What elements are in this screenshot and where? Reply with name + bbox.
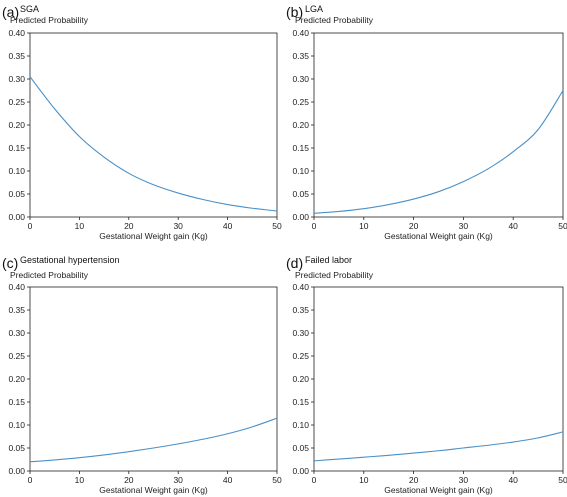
y-tick-label: 0.25 (8, 351, 25, 361)
x-axis-label: Gestational Weight gain (Kg) (384, 231, 493, 241)
panel-letter: (d) (286, 255, 303, 271)
y-tick-label: 0.35 (8, 305, 25, 315)
x-tick-label: 50 (558, 221, 567, 231)
x-axis-label: Gestational Weight gain (Kg) (99, 231, 208, 241)
y-tick-label: 0.30 (292, 74, 309, 84)
y-tick-label: 0.35 (8, 51, 25, 61)
y-tick-label: 0.40 (292, 282, 309, 292)
x-tick-label: 20 (409, 475, 419, 485)
panel-letter: (b) (286, 4, 303, 20)
x-tick-label: 10 (75, 221, 85, 231)
x-tick-label: 50 (558, 475, 567, 485)
panel-letter: (c) (2, 255, 18, 271)
y-tick-label: 0.25 (292, 97, 309, 107)
chart-title: Failed labor (305, 255, 352, 265)
x-tick-label: 40 (508, 475, 518, 485)
plot-frame (29, 32, 278, 218)
y-tick-label: 0.20 (292, 374, 309, 384)
x-tick-label: 20 (124, 475, 134, 485)
y-tick-label: 0.05 (8, 443, 25, 453)
x-axis-label: Gestational Weight gain (Kg) (99, 485, 208, 495)
series-line (29, 76, 278, 212)
y-tick-label: 0.30 (8, 328, 25, 338)
y-axis-label: Predicted Probability (295, 15, 374, 25)
y-tick-label: 0.25 (292, 351, 309, 361)
panel-letter: (a) (2, 4, 19, 20)
x-tick-label: 0 (28, 475, 33, 485)
y-tick-label: 0.05 (8, 189, 25, 199)
x-tick-label: 10 (359, 221, 369, 231)
y-tick-label: 0.00 (8, 466, 25, 476)
y-tick-label: 0.10 (8, 166, 25, 176)
x-tick-label: 40 (508, 221, 518, 231)
x-tick-label: 40 (223, 475, 233, 485)
chart-panel-4: (d) Failed labor Predicted Probability 0.00… (286, 255, 567, 495)
plot-frame (313, 32, 564, 218)
y-tick-label: 0.15 (292, 397, 309, 407)
chart-title: Gestational hypertension (20, 255, 120, 265)
y-tick-label: 0.40 (292, 28, 309, 38)
y-tick-label: 0.05 (292, 189, 309, 199)
y-tick-label: 0.35 (292, 305, 309, 315)
y-tick-label: 0.00 (292, 212, 309, 222)
x-tick-label: 30 (173, 221, 183, 231)
plot-frame (29, 286, 278, 472)
x-tick-label: 20 (409, 221, 419, 231)
y-tick-label: 0.35 (292, 51, 309, 61)
x-tick-label: 10 (75, 475, 85, 485)
y-axis-label: Predicted Probability (10, 270, 89, 280)
y-tick-label: 0.15 (8, 397, 25, 407)
chart-panel-3: (c) Gestational hypertension Predicted Pro… (2, 255, 282, 495)
y-axis-label: Predicted Probability (295, 270, 374, 280)
y-tick-label: 0.10 (8, 420, 25, 430)
x-tick-label: 30 (173, 475, 183, 485)
x-tick-label: 30 (459, 475, 469, 485)
x-axis-label: Gestational Weight gain (Kg) (384, 485, 493, 495)
x-tick-label: 10 (359, 475, 369, 485)
x-tick-label: 20 (124, 221, 134, 231)
x-tick-label: 30 (459, 221, 469, 231)
y-tick-label: 0.40 (8, 282, 25, 292)
x-tick-label: 50 (272, 475, 282, 485)
series-line (29, 417, 278, 463)
x-tick-label: 50 (272, 221, 282, 231)
y-tick-label: 0.30 (8, 74, 25, 84)
plot-frame (313, 286, 564, 472)
y-tick-label: 0.00 (8, 212, 25, 222)
chart-title: LGA (305, 4, 323, 14)
chart-title: SGA (20, 4, 39, 14)
y-tick-label: 0.40 (8, 28, 25, 38)
y-tick-label: 0.10 (292, 420, 309, 430)
x-tick-label: 0 (312, 475, 317, 485)
y-tick-label: 0.10 (292, 166, 309, 176)
x-tick-label: 0 (312, 221, 317, 231)
y-tick-label: 0.20 (8, 374, 25, 384)
y-tick-label: 0.15 (8, 143, 25, 153)
y-tick-label: 0.20 (292, 120, 309, 130)
x-tick-label: 40 (223, 221, 233, 231)
x-tick-label: 0 (28, 221, 33, 231)
y-tick-label: 0.15 (292, 143, 309, 153)
y-tick-label: 0.20 (8, 120, 25, 130)
series-line (313, 431, 564, 462)
y-axis-label: Predicted Probability (10, 15, 89, 25)
y-tick-label: 0.00 (292, 466, 309, 476)
y-tick-label: 0.25 (8, 97, 25, 107)
series-line (313, 90, 564, 214)
y-tick-label: 0.05 (292, 443, 309, 453)
y-tick-label: 0.30 (292, 328, 309, 338)
